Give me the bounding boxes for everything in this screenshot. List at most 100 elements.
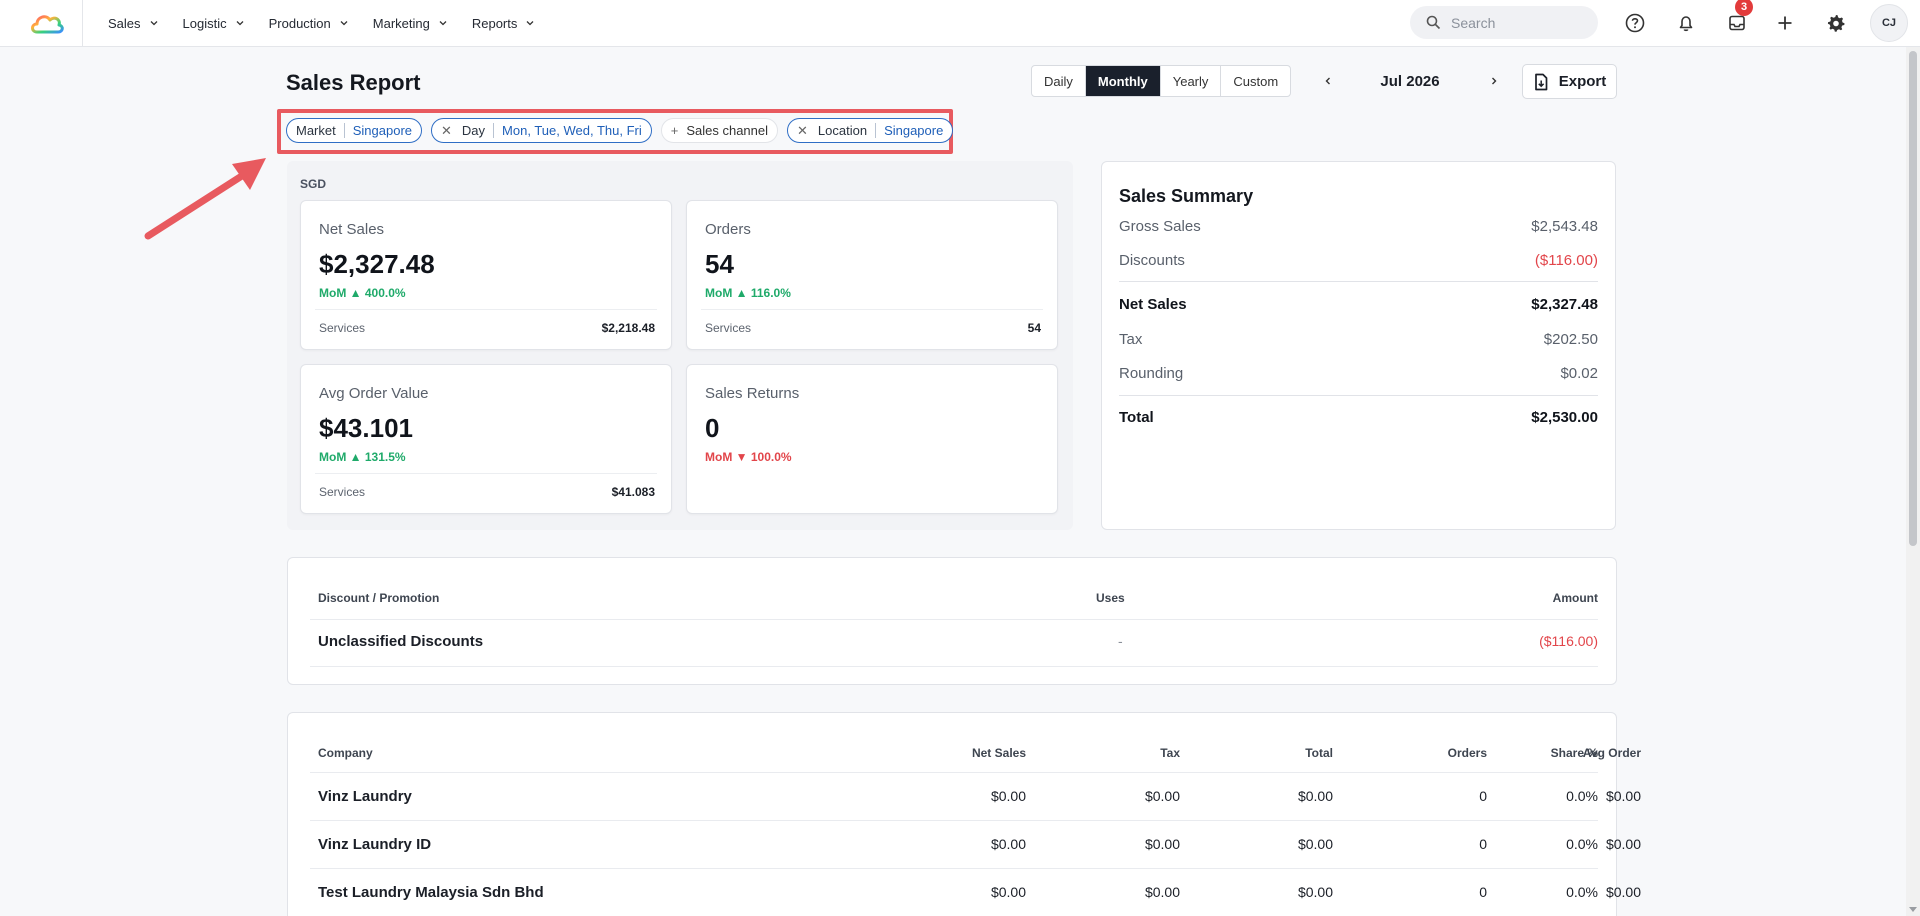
discount-uses: - xyxy=(1118,633,1123,649)
row-value: ($116.00) xyxy=(1534,252,1598,269)
chevron-down-icon xyxy=(150,21,157,26)
total-cell: $0.00 xyxy=(1297,788,1333,804)
col-header-total: Total xyxy=(1305,746,1333,760)
net-sales-card: Net Sales $2,327.48 MoM ▲ 400.0% Service… xyxy=(300,200,672,350)
scroll-down-arrow-icon[interactable] xyxy=(1909,907,1917,912)
cloud-logo-icon[interactable] xyxy=(28,8,66,38)
services-value: 54 xyxy=(1027,321,1041,335)
tax-cell: $0.00 xyxy=(1144,836,1180,852)
export-button[interactable]: Export xyxy=(1522,64,1617,99)
nav-sales[interactable]: Sales xyxy=(108,16,159,31)
chip-divider xyxy=(875,123,877,138)
summary-row-discounts: Discounts ($116.00) xyxy=(1119,252,1598,269)
company-name: Vinz Laundry ID xyxy=(318,836,432,853)
notification-badge: 3 xyxy=(1735,0,1753,16)
discount-amount: ($116.00) xyxy=(1539,633,1598,649)
company-name: Test Laundry Malaysia Sdn Bhd xyxy=(318,884,544,901)
filter-location-value: Singapore xyxy=(884,123,944,138)
main-nav: Sales Logistic Production Marketing Repo… xyxy=(108,0,559,46)
search-input[interactable] xyxy=(1451,14,1581,31)
filter-chip-day[interactable]: ✕ Day Mon, Tue, Wed, Thu, Fri xyxy=(431,118,652,143)
help-icon[interactable] xyxy=(1621,9,1649,37)
avg-order-cell: $0.00 xyxy=(1605,788,1641,804)
remove-filter-icon[interactable]: ✕ xyxy=(441,122,452,138)
nav-logistic[interactable]: Logistic xyxy=(183,16,245,31)
add-filter-sales-channel[interactable]: + Sales channel xyxy=(660,118,778,143)
nav-marketing[interactable]: Marketing xyxy=(373,16,448,31)
tax-cell: $0.00 xyxy=(1144,884,1180,900)
avg-order-cell: $0.00 xyxy=(1605,836,1641,852)
nav-reports-label: Reports xyxy=(471,15,518,31)
table-divider xyxy=(310,619,1598,620)
card-value: 54 xyxy=(705,249,734,279)
filter-chip-location[interactable]: ✕ Location Singapore xyxy=(787,118,954,143)
orders-cell: 0 xyxy=(1479,836,1487,852)
file-export-icon xyxy=(1534,73,1548,90)
row-label: Tax xyxy=(1119,331,1143,348)
bell-icon[interactable] xyxy=(1672,9,1700,37)
user-avatar[interactable]: CJ xyxy=(1870,4,1908,42)
export-label: Export xyxy=(1558,73,1607,90)
nav-production-label: Production xyxy=(268,15,331,31)
filter-chip-market[interactable]: Market Singapore xyxy=(286,118,423,143)
vertical-scrollbar[interactable] xyxy=(1906,47,1920,916)
row-value: $0.02 xyxy=(1560,365,1598,382)
col-header-avg-order: Avg Order xyxy=(1582,746,1641,760)
gear-icon[interactable] xyxy=(1822,9,1850,37)
period-daily-button[interactable]: Daily xyxy=(1032,66,1086,96)
orders-cell: 0 xyxy=(1479,788,1487,804)
annotation-arrow-icon xyxy=(144,158,266,240)
remove-filter-icon[interactable]: ✕ xyxy=(797,122,808,138)
card-divider xyxy=(701,309,1043,310)
table-divider xyxy=(310,666,1598,667)
filter-location-label: Location xyxy=(817,123,868,138)
services-label: Services xyxy=(705,321,752,335)
mom-change: MoM ▼ 100.0% xyxy=(705,450,792,464)
share-cell: 0.0% xyxy=(1566,788,1598,804)
scrollbar-thumb[interactable] xyxy=(1909,51,1917,546)
services-label: Services xyxy=(319,321,366,335)
next-month-button[interactable] xyxy=(1484,70,1504,92)
chevron-down-icon xyxy=(526,21,534,26)
mom-change: MoM ▲ 400.0% xyxy=(319,286,406,300)
share-cell: 0.0% xyxy=(1566,884,1598,900)
summary-divider xyxy=(1119,395,1598,396)
col-header-orders: Orders xyxy=(1447,746,1487,760)
page-title: Sales Report xyxy=(286,70,421,95)
tax-cell: $0.00 xyxy=(1144,788,1180,804)
summary-row-total: Total $2,530.00 xyxy=(1119,409,1598,426)
row-label: Rounding xyxy=(1119,365,1184,382)
card-divider xyxy=(315,473,657,474)
currency-label: SGD xyxy=(300,177,327,191)
col-header-tax: Tax xyxy=(1160,746,1180,760)
discount-name: Unclassified Discounts xyxy=(318,633,484,650)
row-value: $202.50 xyxy=(1543,331,1598,348)
sales-returns-card: Sales Returns 0 MoM ▼ 100.0% xyxy=(686,364,1058,514)
avg-order-cell: $0.00 xyxy=(1605,884,1641,900)
plus-icon[interactable] xyxy=(1771,9,1799,37)
summary-title: Sales Summary xyxy=(1119,186,1254,206)
card-label: Avg Order Value xyxy=(319,385,429,402)
summary-row-tax: Tax $202.50 xyxy=(1119,331,1598,348)
card-label: Orders xyxy=(705,221,751,238)
search-box[interactable] xyxy=(1410,6,1598,39)
previous-month-button[interactable] xyxy=(1318,70,1338,92)
services-value: $2,218.48 xyxy=(601,321,655,335)
orders-cell: 0 xyxy=(1479,884,1487,900)
nav-production[interactable]: Production xyxy=(269,16,349,31)
period-yearly-button[interactable]: Yearly xyxy=(1161,66,1222,96)
nav-reports[interactable]: Reports xyxy=(472,16,536,31)
table-divider xyxy=(310,772,1598,773)
summary-row-gross-sales: Gross Sales $2,543.48 xyxy=(1119,218,1598,235)
period-custom-button[interactable]: Custom xyxy=(1233,73,1279,89)
net-sales-cell: $0.00 xyxy=(990,884,1026,900)
share-cell: 0.0% xyxy=(1566,836,1598,852)
nav-logistic-label: Logistic xyxy=(182,15,227,31)
inbox-icon[interactable] xyxy=(1723,9,1751,37)
period-monthly-button[interactable]: Monthly xyxy=(1085,66,1161,96)
nav-marketing-label: Marketing xyxy=(372,15,430,31)
col-header-share: Share % xyxy=(1550,746,1598,760)
table-divider xyxy=(310,868,1598,869)
mom-change: MoM ▲ 116.0% xyxy=(705,286,791,300)
row-label: Net Sales xyxy=(1119,296,1187,313)
